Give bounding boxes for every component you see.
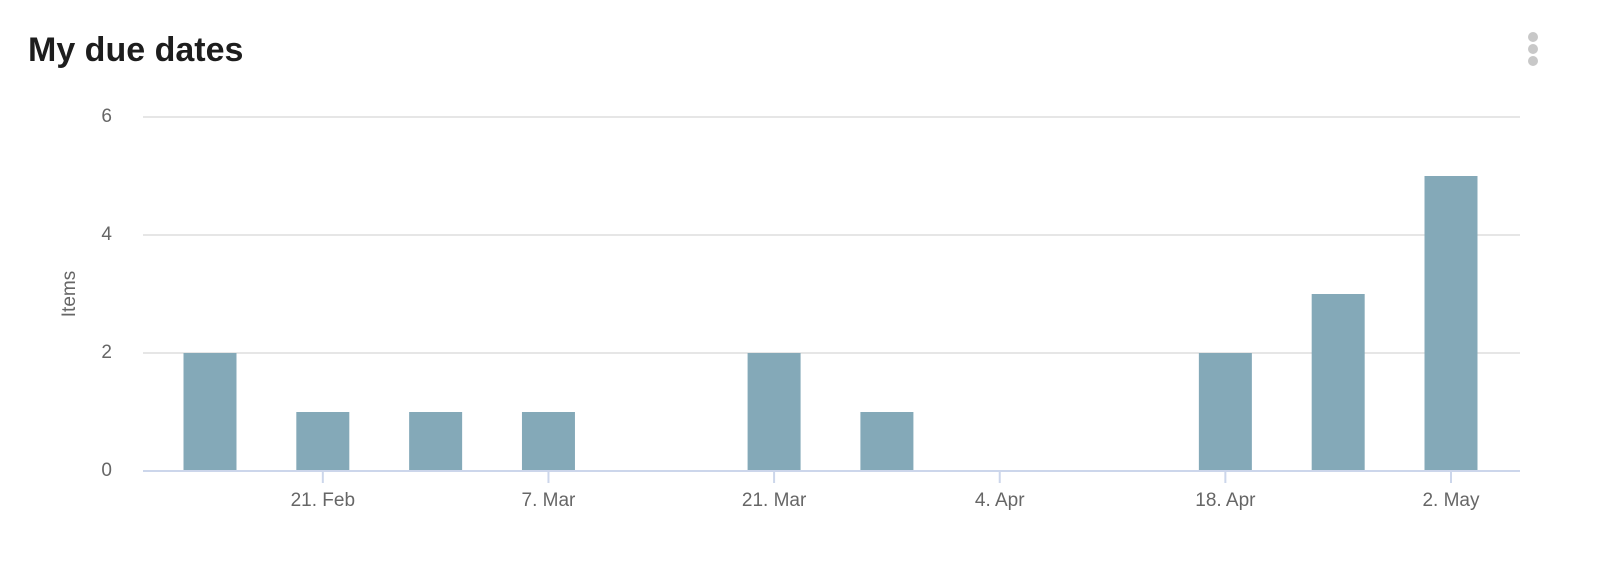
x-tick-label: 21. Feb bbox=[291, 490, 355, 511]
bar bbox=[521, 412, 575, 471]
bar bbox=[183, 353, 237, 471]
bar bbox=[860, 412, 914, 471]
bar bbox=[296, 412, 350, 471]
menu-button[interactable] bbox=[1528, 32, 1538, 66]
bar bbox=[1311, 294, 1365, 471]
y-tick-label: 4 bbox=[101, 224, 112, 245]
y-tick-label: 2 bbox=[101, 342, 112, 363]
y-tick-label: 0 bbox=[101, 460, 112, 481]
menu-dot bbox=[1528, 32, 1538, 42]
x-tick-label: 7. Mar bbox=[522, 490, 577, 511]
x-tick-label: 2. May bbox=[1422, 490, 1480, 511]
x-tick-label: 18. Apr bbox=[1195, 490, 1256, 511]
chart-title: My due dates bbox=[28, 31, 243, 69]
x-tick-label: 21. Mar bbox=[742, 490, 807, 511]
menu-dot bbox=[1528, 44, 1538, 54]
bar bbox=[409, 412, 463, 471]
menu-dot bbox=[1528, 56, 1538, 66]
x-tick-label: 4. Apr bbox=[975, 490, 1025, 511]
bar bbox=[747, 353, 801, 471]
bar bbox=[1198, 353, 1252, 471]
y-axis-label: Items bbox=[59, 271, 80, 317]
bar bbox=[1424, 176, 1478, 471]
y-tick-label: 6 bbox=[101, 106, 112, 127]
